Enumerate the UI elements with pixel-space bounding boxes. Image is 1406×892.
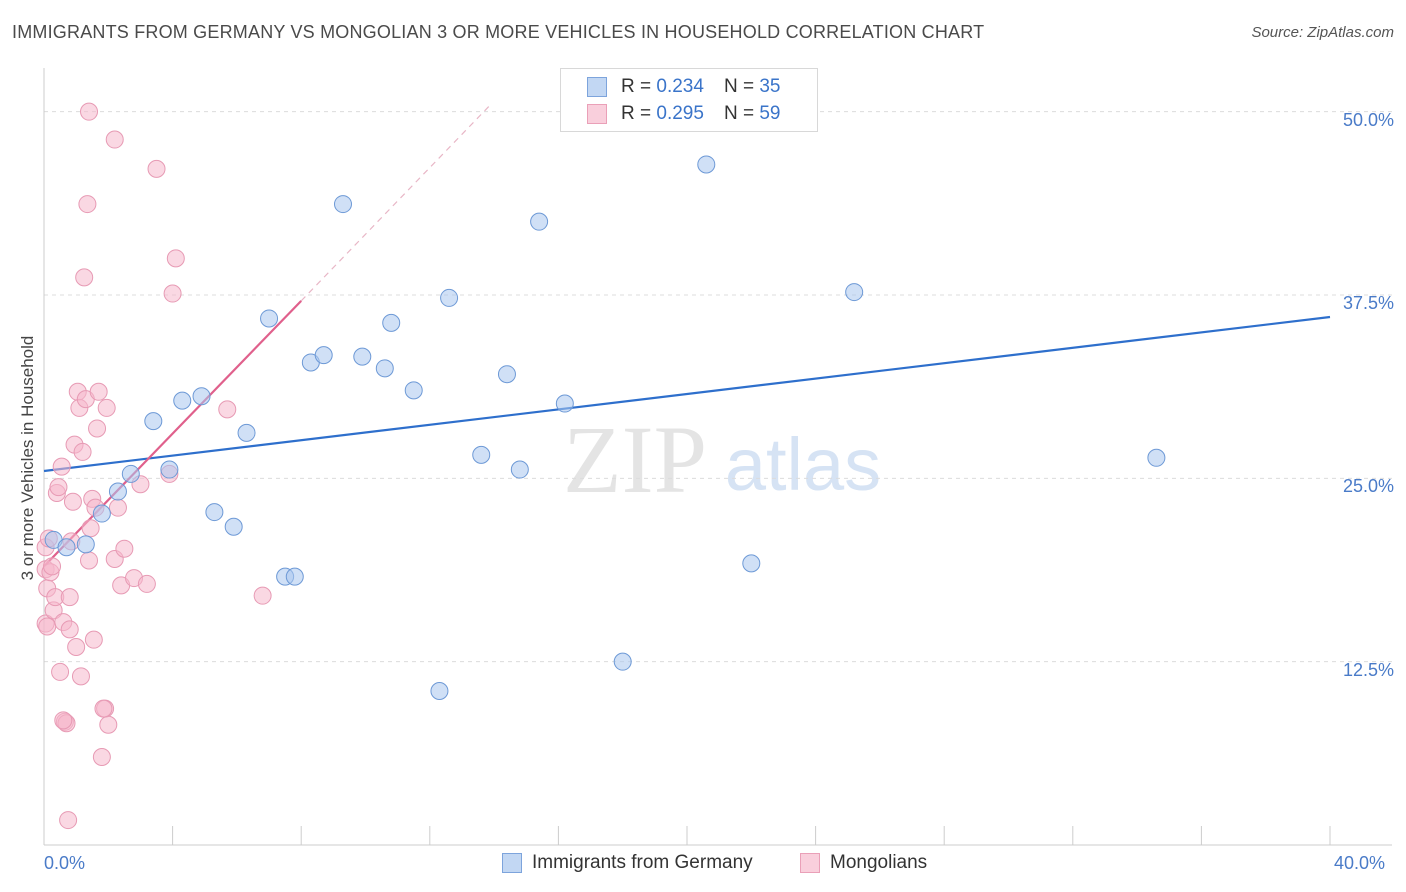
- watermark-atlas: atlas: [725, 423, 881, 506]
- x-tick-max: 40.0%: [1334, 853, 1386, 873]
- data-point-mongolians: [43, 557, 62, 576]
- trend-line-germany: [43, 315, 1331, 473]
- data-point-germany: [530, 212, 549, 231]
- legend-r-value-mongolians: 0.295: [656, 103, 704, 124]
- data-point-mongolians: [60, 620, 79, 639]
- data-point-germany: [555, 394, 574, 413]
- data-point-mongolians: [108, 498, 127, 517]
- legend-n-value-germany: 35: [759, 76, 781, 97]
- data-point-mongolians: [147, 159, 166, 178]
- legend-r-value-germany: 0.234: [656, 76, 704, 97]
- data-point-mongolians: [80, 551, 99, 570]
- data-point-germany: [224, 517, 243, 536]
- x-tick-min: 0.0%: [44, 853, 86, 873]
- chart-title: IMMIGRANTS FROM GERMANY VS MONGOLIAN 3 O…: [12, 22, 985, 42]
- y-tick-label: 12.5%: [1342, 659, 1394, 680]
- data-point-mongolians: [163, 284, 182, 303]
- legend-n-label: N =: [723, 76, 755, 97]
- data-point-germany: [613, 652, 632, 671]
- data-point-mongolians: [59, 811, 78, 830]
- data-point-mongolians: [166, 249, 185, 268]
- data-point-germany: [440, 288, 459, 307]
- watermark-zip: ZIP: [563, 406, 707, 513]
- data-point-germany: [260, 309, 279, 328]
- data-point-mongolians: [137, 574, 156, 593]
- data-point-germany: [76, 535, 95, 554]
- data-point-mongolians: [49, 478, 68, 497]
- data-point-mongolians: [73, 442, 92, 461]
- data-point-mongolians: [115, 539, 134, 558]
- data-point-germany: [333, 195, 352, 214]
- data-point-germany: [353, 347, 372, 366]
- y-tick-label: 25.0%: [1342, 476, 1394, 497]
- data-point-mongolians: [71, 667, 90, 686]
- data-point-mongolians: [54, 711, 73, 730]
- legend-row-mongolians: R = 0.295 N = 59: [587, 102, 780, 126]
- data-point-mongolians: [94, 699, 113, 718]
- legend-swatch-germany: [587, 77, 607, 97]
- source-label: Source: ZipAtlas.com: [1251, 24, 1394, 41]
- legend-row-germany: R = 0.234 N = 35: [587, 75, 780, 99]
- data-point-germany: [430, 682, 449, 700]
- legend-r-label: R =: [621, 103, 652, 124]
- data-point-mongolians: [38, 617, 57, 636]
- data-point-germany: [160, 460, 179, 479]
- data-point-mongolians: [52, 457, 71, 476]
- correlation-legend: R = 0.234 N = 35 R = 0.295 N = 59: [560, 68, 818, 132]
- data-point-germany: [205, 503, 224, 522]
- data-point-germany: [472, 445, 491, 464]
- legend-label-germany: Immigrants from Germany: [532, 852, 753, 873]
- legend-swatch-mongolians: [587, 104, 607, 124]
- trend-line-mongolians-extension: [300, 103, 492, 302]
- data-point-germany: [192, 387, 211, 406]
- bottom-legend-germany[interactable]: Immigrants from Germany: [502, 852, 753, 874]
- data-point-germany: [108, 482, 127, 501]
- data-point-germany: [404, 381, 423, 400]
- bottom-legend-mongolians[interactable]: Mongolians: [800, 852, 927, 874]
- data-point-germany: [285, 567, 304, 586]
- data-point-mongolians: [105, 130, 124, 149]
- y-tick-label: 50.0%: [1342, 109, 1394, 130]
- data-point-mongolians: [99, 715, 118, 734]
- data-point-mongolians: [63, 492, 82, 511]
- data-point-germany: [1147, 448, 1166, 467]
- legend-label-mongolians: Mongolians: [830, 852, 928, 873]
- legend-swatch-mongolians: [800, 853, 820, 873]
- data-point-germany: [121, 464, 140, 483]
- data-point-germany: [57, 538, 76, 557]
- data-point-mongolians: [80, 102, 99, 121]
- data-point-germany: [382, 313, 401, 332]
- data-point-mongolians: [97, 398, 116, 417]
- data-point-mongolians: [60, 588, 79, 607]
- data-point-mongolians: [81, 519, 100, 538]
- data-point-mongolians: [92, 748, 111, 766]
- data-point-mongolians: [84, 630, 103, 649]
- data-point-mongolians: [67, 638, 86, 656]
- data-point-germany: [314, 346, 333, 365]
- data-point-germany: [697, 155, 716, 174]
- y-tick-label: 37.5%: [1342, 293, 1394, 313]
- data-point-mongolians: [89, 382, 108, 401]
- data-point-mongolians: [78, 195, 97, 214]
- legend-swatch-germany: [502, 853, 522, 873]
- legend-n-label: N =: [723, 103, 755, 124]
- data-point-germany: [375, 359, 394, 378]
- data-point-germany: [742, 554, 761, 573]
- data-point-germany: [144, 412, 163, 431]
- data-point-mongolians: [218, 400, 237, 419]
- data-point-mongolians: [253, 586, 272, 605]
- data-point-germany: [845, 283, 864, 302]
- data-point-germany: [497, 365, 516, 384]
- data-point-germany: [173, 391, 192, 410]
- data-point-mongolians: [88, 419, 107, 438]
- data-point-mongolians: [75, 268, 94, 287]
- legend-r-label: R =: [621, 76, 652, 97]
- legend-n-value-mongolians: 59: [759, 103, 781, 124]
- data-point-mongolians: [51, 662, 70, 681]
- data-point-germany: [237, 423, 256, 442]
- data-point-germany: [92, 504, 111, 523]
- data-point-germany: [510, 460, 529, 479]
